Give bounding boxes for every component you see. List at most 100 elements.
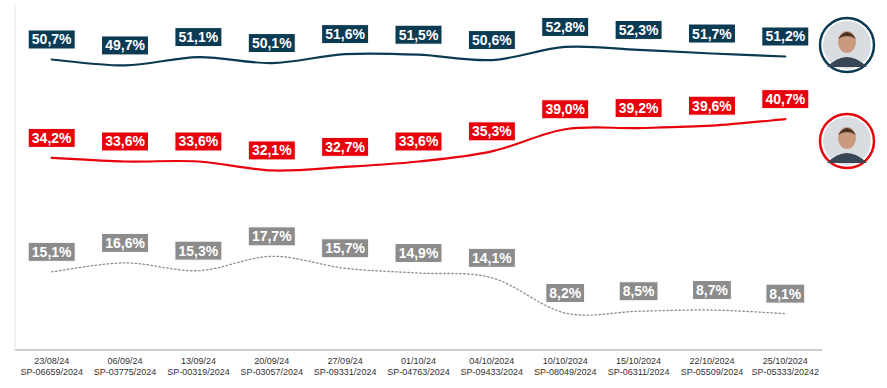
data-label: 32,1% — [252, 142, 292, 158]
data-label-box — [28, 242, 75, 261]
lines — [52, 47, 786, 316]
x-tick-line: 10/10/2024 — [543, 356, 588, 366]
data-label-box — [468, 31, 515, 50]
data-label: 33,6% — [399, 133, 439, 149]
x-tick-line: 25/10/2024 — [763, 356, 808, 366]
data-label: 52,3% — [619, 22, 659, 38]
x-tick-label: 01/10/24SP-04763/2024 — [387, 356, 450, 377]
data-label: 8,5% — [623, 283, 655, 299]
data-label: 50,1% — [252, 35, 292, 51]
x-tick-line: SP-03057/2024 — [240, 367, 303, 377]
x-tick-line: 27/09/24 — [328, 356, 363, 366]
x-tick-line: 13/09/24 — [181, 356, 216, 366]
data-label-box — [175, 132, 222, 151]
data-label-box — [395, 132, 442, 151]
data-label-box — [28, 128, 75, 147]
x-axis — [15, 350, 822, 351]
series-line — [52, 256, 786, 315]
data-label-box — [102, 36, 149, 55]
photo-hair — [838, 128, 856, 135]
data-label-box — [175, 241, 222, 260]
x-tick-line: SP-05333/20242 — [752, 367, 820, 377]
data-label-box — [322, 239, 369, 258]
data-label-box — [322, 25, 369, 44]
data-label: 17,7% — [252, 228, 292, 244]
x-tick-label: 22/10/2024SP-05509/2024 — [681, 356, 744, 377]
data-label-box — [615, 99, 662, 118]
data-label: 32,7% — [325, 139, 365, 155]
data-label: 49,7% — [105, 37, 145, 53]
x-tick-line: SP-00319/2024 — [167, 367, 230, 377]
data-label-box — [688, 24, 735, 43]
x-tick-line: 04/10/2024 — [469, 356, 514, 366]
x-tick-line: SP-06659/2024 — [20, 367, 83, 377]
data-label-box — [468, 122, 515, 141]
x-tick-line: SP-08049/2024 — [534, 367, 597, 377]
data-label-box — [619, 282, 658, 301]
data-label-box — [175, 28, 222, 47]
data-label: 50,7% — [32, 31, 72, 47]
data-label-box — [395, 244, 442, 263]
data-label-box — [546, 284, 585, 303]
data-label: 51,7% — [692, 26, 732, 42]
series-line — [52, 119, 786, 170]
data-label-box — [102, 132, 149, 151]
data-label: 39,0% — [545, 101, 585, 117]
x-tick-label: 25/10/2024SP-05333/20242 — [752, 356, 820, 377]
chart: 23/08/24SP-06659/202406/09/24SP-03775/20… — [0, 0, 887, 388]
data-label: 14,1% — [472, 250, 512, 266]
data-label-box — [615, 20, 662, 39]
y-axis — [15, 4, 16, 350]
data-label: 50,6% — [472, 32, 512, 48]
data-label-box — [102, 233, 149, 252]
data-label: 51,5% — [399, 27, 439, 43]
x-tick-line: 01/10/24 — [401, 356, 436, 366]
series-line — [52, 47, 786, 66]
photo-ring — [820, 114, 874, 168]
x-tick-line: 20/09/24 — [254, 356, 289, 366]
x-tick-line: 22/10/2024 — [689, 356, 734, 366]
data-label-box — [28, 30, 75, 49]
data-label: 15,3% — [179, 243, 219, 259]
photo-body — [827, 57, 867, 67]
x-tick-line: SP-05509/2024 — [681, 367, 744, 377]
x-tick-label: 13/09/24SP-00319/2024 — [167, 356, 230, 377]
x-tick-line: 15/10/2024 — [616, 356, 661, 366]
x-tick-label: 10/10/2024SP-08049/2024 — [534, 356, 597, 377]
data-label: 52,8% — [545, 19, 585, 35]
data-label: 33,6% — [179, 133, 219, 149]
x-tick-label: 04/10/2024SP-09433/2024 — [461, 356, 524, 377]
photo-bg — [823, 117, 871, 165]
data-label: 39,2% — [619, 100, 659, 116]
data-label: 35,3% — [472, 123, 512, 139]
candidate-photo — [820, 114, 874, 168]
data-label: 39,6% — [692, 98, 732, 114]
data-label-box — [248, 141, 295, 160]
data-label-box — [468, 248, 515, 267]
photo-bg — [823, 21, 871, 69]
data-label-box — [248, 227, 295, 246]
photo-face — [838, 127, 856, 149]
candidate-photo — [820, 18, 874, 72]
x-tick-line: SP-06311/2024 — [608, 367, 670, 377]
data-label-box — [248, 34, 295, 53]
data-label-box — [542, 100, 589, 119]
data-label: 8,1% — [769, 286, 801, 302]
data-label-box — [688, 96, 735, 115]
x-tick-line: 06/09/24 — [108, 356, 143, 366]
data-label-box — [322, 137, 369, 156]
data-label: 34,2% — [32, 130, 72, 146]
x-tick-label: 27/09/24SP-09331/2024 — [314, 356, 377, 377]
data-label-box — [693, 281, 732, 300]
data-label-box — [542, 17, 589, 36]
x-tick-line: SP-09331/2024 — [314, 367, 377, 377]
data-label: 51,6% — [325, 26, 365, 42]
data-label: 15,7% — [325, 240, 365, 256]
x-tick-label: 15/10/2024SP-06311/2024 — [608, 356, 670, 377]
data-label: 51,2% — [765, 28, 805, 44]
x-tick-line: 23/08/24 — [34, 356, 69, 366]
photo-hair — [838, 32, 856, 39]
data-label: 16,6% — [105, 235, 145, 251]
data-label: 15,1% — [32, 244, 72, 260]
photo-ring — [820, 18, 874, 72]
